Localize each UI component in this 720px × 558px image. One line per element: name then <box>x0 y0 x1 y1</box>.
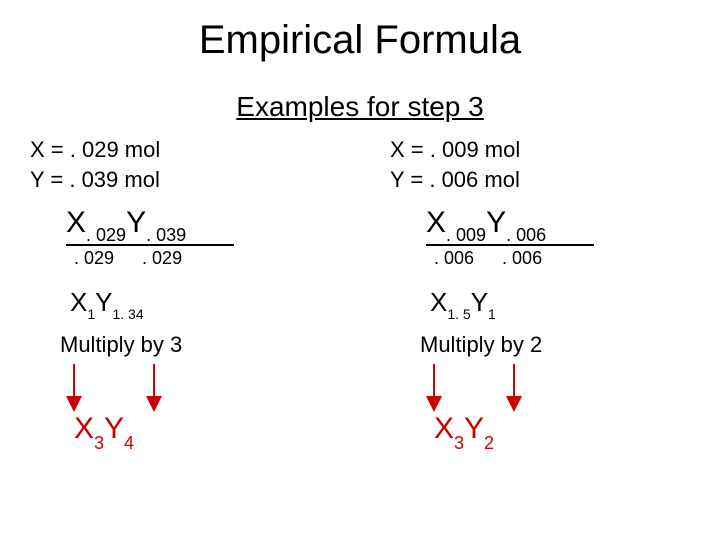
denom-a: . 029 <box>74 248 114 269</box>
denominator-right: . 006 . 006 <box>426 248 690 269</box>
int-y-sub: 1. 34 <box>112 306 143 322</box>
columns: X = . 029 mol Y = . 039 mol X. 029Y. 039… <box>0 135 720 450</box>
int-x-r: X <box>430 287 447 317</box>
ratio-right: X. 009Y. 006 . 006 . 006 <box>426 206 690 268</box>
denom-b: . 029 <box>142 248 182 269</box>
int-y: Y <box>95 287 112 317</box>
multiply-left: Multiply by 3 <box>60 332 330 358</box>
int-x: X <box>70 287 87 317</box>
numerator-right: X. 009Y. 006 <box>426 206 690 241</box>
page-subtitle: Examples for step 3 <box>0 91 720 123</box>
ratio-left: X. 029Y. 039 . 029 . 029 <box>66 206 330 268</box>
num-y-sub: . 039 <box>146 225 186 245</box>
num-y-sub-r: . 006 <box>506 225 546 245</box>
num-y-r: Y <box>486 206 506 239</box>
multiply-right: Multiply by 2 <box>420 332 690 358</box>
num-x: X <box>66 206 86 239</box>
res-y: Y <box>104 412 124 445</box>
int-y-sub-r: 1 <box>488 306 496 322</box>
denom-a-r: . 006 <box>434 248 474 269</box>
arrows-right <box>420 364 690 410</box>
arrows-left <box>60 364 330 410</box>
given-x-right: X = . 009 mol <box>390 135 690 165</box>
page-title: Empirical Formula <box>0 18 720 63</box>
num-y: Y <box>126 206 146 239</box>
arrow-svg-left <box>60 364 220 410</box>
num-x-sub: . 029 <box>86 225 126 245</box>
arrow-svg-right <box>420 364 580 410</box>
given-x-left: X = . 029 mol <box>30 135 330 165</box>
res-y-sub-r: 2 <box>484 433 494 453</box>
num-x-r: X <box>426 206 446 239</box>
num-x-sub-r: . 009 <box>446 225 486 245</box>
res-x-r: X <box>434 412 454 445</box>
denominator-left: . 029 . 029 <box>66 248 330 269</box>
res-y-r: Y <box>464 412 484 445</box>
intermediate-right: X1. 5Y1 <box>430 287 690 320</box>
int-x-sub-r: 1. 5 <box>447 306 470 322</box>
intermediate-left: X1Y1. 34 <box>70 287 330 320</box>
numerator-left: X. 029Y. 039 <box>66 206 330 241</box>
int-y-r: Y <box>471 287 488 317</box>
denom-b-r: . 006 <box>502 248 542 269</box>
res-x-sub: 3 <box>94 433 104 453</box>
res-y-sub: 4 <box>124 433 134 453</box>
example-right: X = . 009 mol Y = . 006 mol X. 009Y. 006… <box>360 135 720 450</box>
int-x-sub: 1 <box>87 306 95 322</box>
given-y-left: Y = . 039 mol <box>30 165 330 195</box>
example-left: X = . 029 mol Y = . 039 mol X. 029Y. 039… <box>0 135 360 450</box>
result-left: X3Y4 <box>74 412 330 450</box>
given-y-right: Y = . 006 mol <box>390 165 690 195</box>
res-x-sub-r: 3 <box>454 433 464 453</box>
res-x: X <box>74 412 94 445</box>
result-right: X3Y2 <box>434 412 690 450</box>
